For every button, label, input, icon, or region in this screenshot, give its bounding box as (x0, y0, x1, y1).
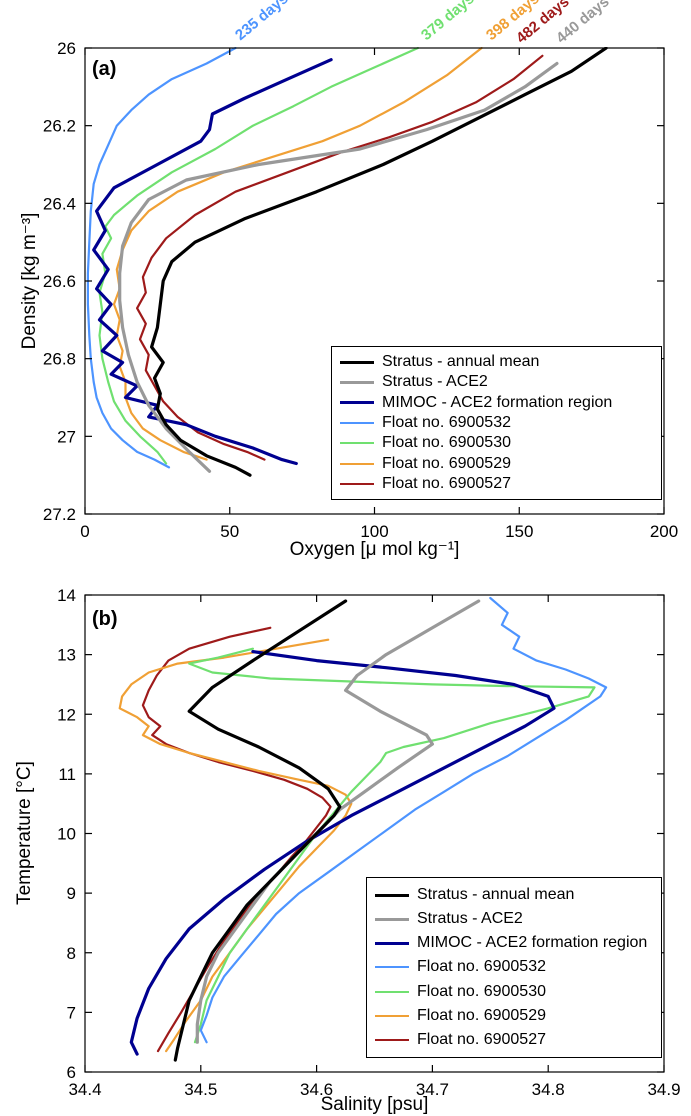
panel-a-ylabel: Density [kg m⁻³] (19, 212, 40, 350)
legend-entry-label: Stratus - ACE2 (382, 373, 488, 391)
series-line-float-no-6900530 (98, 47, 419, 465)
legend-entry-label: Float no. 6900527 (417, 1030, 546, 1048)
legend-entry: Float no. 6900530 (340, 434, 653, 452)
y-tick-label: 27 (57, 427, 76, 446)
legend-entry: Stratus - ACE2 (375, 910, 653, 928)
legend-entry: Float no. 6900529 (375, 1007, 653, 1025)
legend-entry: Float no. 6900530 (375, 983, 653, 1001)
y-tick-label: 8 (67, 944, 76, 963)
y-tick-label: 14 (57, 586, 76, 605)
panel-b-tag: (b) (92, 608, 118, 630)
legend-entry: Float no. 6900532 (340, 414, 653, 432)
legend-entry-label: Stratus - ACE2 (417, 910, 523, 928)
x-tick-label: 34.5 (184, 1080, 217, 1099)
legend-line-sample (375, 941, 409, 945)
series-group (118, 596, 608, 1062)
series-line-stratus-annual-mean (173, 599, 348, 1062)
y-tick-label: 7 (67, 1003, 76, 1022)
legend-line-sample (375, 893, 409, 897)
x-tick-label: 150 (505, 522, 533, 541)
salinity-temperature-chart: 34.4 34.5 34.6 34.7 34.8 34.9 6 7 8 9 10 11 12 13 14 (57, 586, 680, 1099)
legend-line-sample (340, 401, 374, 405)
legend-entry: Stratus - ACE2 (340, 373, 653, 391)
x-tick-label: 100 (360, 522, 388, 541)
y-tick-label: 26.6 (43, 272, 76, 291)
series-line-float-no-6900527 (136, 54, 544, 461)
x-tick-label: 50 (220, 522, 239, 541)
legend-entry-label: Float no. 6900527 (382, 474, 511, 492)
panel-a-legend: Stratus - annual mean Stratus - ACE2 MIMOC… (331, 346, 662, 500)
oxygen-density-chart: 0 50 100 150 200 26 26.2 26.4 26.6 26.8 27 27.2 (43, 39, 678, 541)
x-tick-label: 34.7 (416, 1080, 449, 1099)
legend-line-sample (340, 421, 374, 424)
legend-entry-label: Float no. 6900530 (382, 434, 511, 452)
legend-line-sample (375, 1014, 409, 1017)
panel-a-xlabel: Oxygen [μ mol kg⁻¹] (289, 539, 460, 560)
legend-entry-label: Float no. 6900529 (417, 1006, 546, 1024)
legend-entry-label: Stratus - annual mean (417, 886, 575, 904)
series-group (86, 47, 608, 477)
y-tick-label: 26.2 (43, 117, 76, 136)
series-line-stratus-ace2 (118, 61, 559, 473)
y-tick-label: 13 (57, 646, 76, 665)
legend-line-sample (340, 442, 374, 445)
panel-b-ylabel: Temperature [°C] (14, 761, 35, 905)
legend-entry-label: MIMOC - ACE2 formation region (417, 934, 648, 952)
legend-entry-label: Float no. 6900530 (417, 982, 546, 1000)
x-tick-label: 34.6 (300, 1080, 333, 1099)
legend-entry: MIMOC - ACE2 formation region (375, 934, 653, 952)
series-line-float-no-6900530 (188, 647, 596, 1044)
legend-line-sample (375, 966, 409, 969)
series-line-mimoc-ace2-formation-region (92, 58, 333, 466)
legend-entry-label: MIMOC - ACE2 formation region (382, 393, 613, 411)
y-tick-label: 26.4 (43, 194, 76, 213)
legend-line-sample (340, 462, 374, 465)
y-tick-label: 9 (67, 884, 76, 903)
panel-b: 34.4 34.5 34.6 34.7 34.8 34.9 6 7 8 9 10 11 12 13 14 (… (0, 558, 691, 1116)
legend-entry: Float no. 6900527 (340, 475, 653, 493)
legend-entry: Float no. 6900527 (375, 1031, 653, 1049)
x-tick-label: 200 (650, 522, 678, 541)
y-tick-label: 10 (57, 825, 76, 844)
y-tick-label: 12 (57, 705, 76, 724)
x-tick-label: 34.9 (647, 1080, 680, 1099)
panel-b-legend: Stratus - annual mean Stratus - ACE2 MIMOC… (366, 877, 662, 1058)
panel-a: 0 50 100 150 200 26 26.2 26.4 26.6 26.8 27 27.2 (a)… (19, 0, 678, 560)
x-tick-label: 0 (80, 522, 89, 541)
legend-entry: Stratus - annual mean (375, 886, 653, 904)
legend-entry: Stratus - annual mean (340, 353, 653, 371)
y-tick-label: 6 (67, 1063, 76, 1082)
legend-entry: MIMOC - ACE2 formation region (340, 394, 653, 412)
legend-entry-label: Float no. 6900532 (417, 958, 546, 976)
series-line-float-no-6900527 (141, 626, 332, 1053)
panel-b-xlabel: Salinity [psu] (320, 1094, 429, 1115)
legend-entry-label: Float no. 6900529 (382, 454, 511, 472)
series-line-mimoc-ace2-formation-region (129, 649, 556, 1056)
x-tick-label: 34.8 (532, 1080, 565, 1099)
legend-line-sample (340, 380, 374, 384)
legend-line-sample (375, 990, 409, 993)
legend-entry-label: Float no. 6900532 (382, 413, 511, 431)
legend-entry: Float no. 6900529 (340, 455, 653, 473)
series-line-float-no-6900532 (199, 596, 608, 1044)
series-line-float-no-6900529 (118, 638, 353, 1053)
y-tick-label: 26 (57, 39, 76, 58)
y-tick-label: 11 (58, 765, 76, 784)
series-line-float-no-6900532 (86, 47, 237, 469)
legend-line-sample (375, 1038, 409, 1041)
series-line-stratus-annual-mean (150, 47, 608, 477)
x-tick-label: 34.4 (68, 1080, 101, 1099)
legend-line-sample (340, 360, 374, 364)
y-tick-label: 26.8 (43, 350, 76, 369)
y-tick-label: 27.2 (43, 505, 76, 524)
legend-line-sample (340, 482, 374, 485)
legend-line-sample (375, 917, 409, 921)
legend-entry-label: Stratus - annual mean (382, 353, 540, 371)
panel-a-tag: (a) (92, 58, 117, 80)
legend-entry: Float no. 6900532 (375, 958, 653, 976)
